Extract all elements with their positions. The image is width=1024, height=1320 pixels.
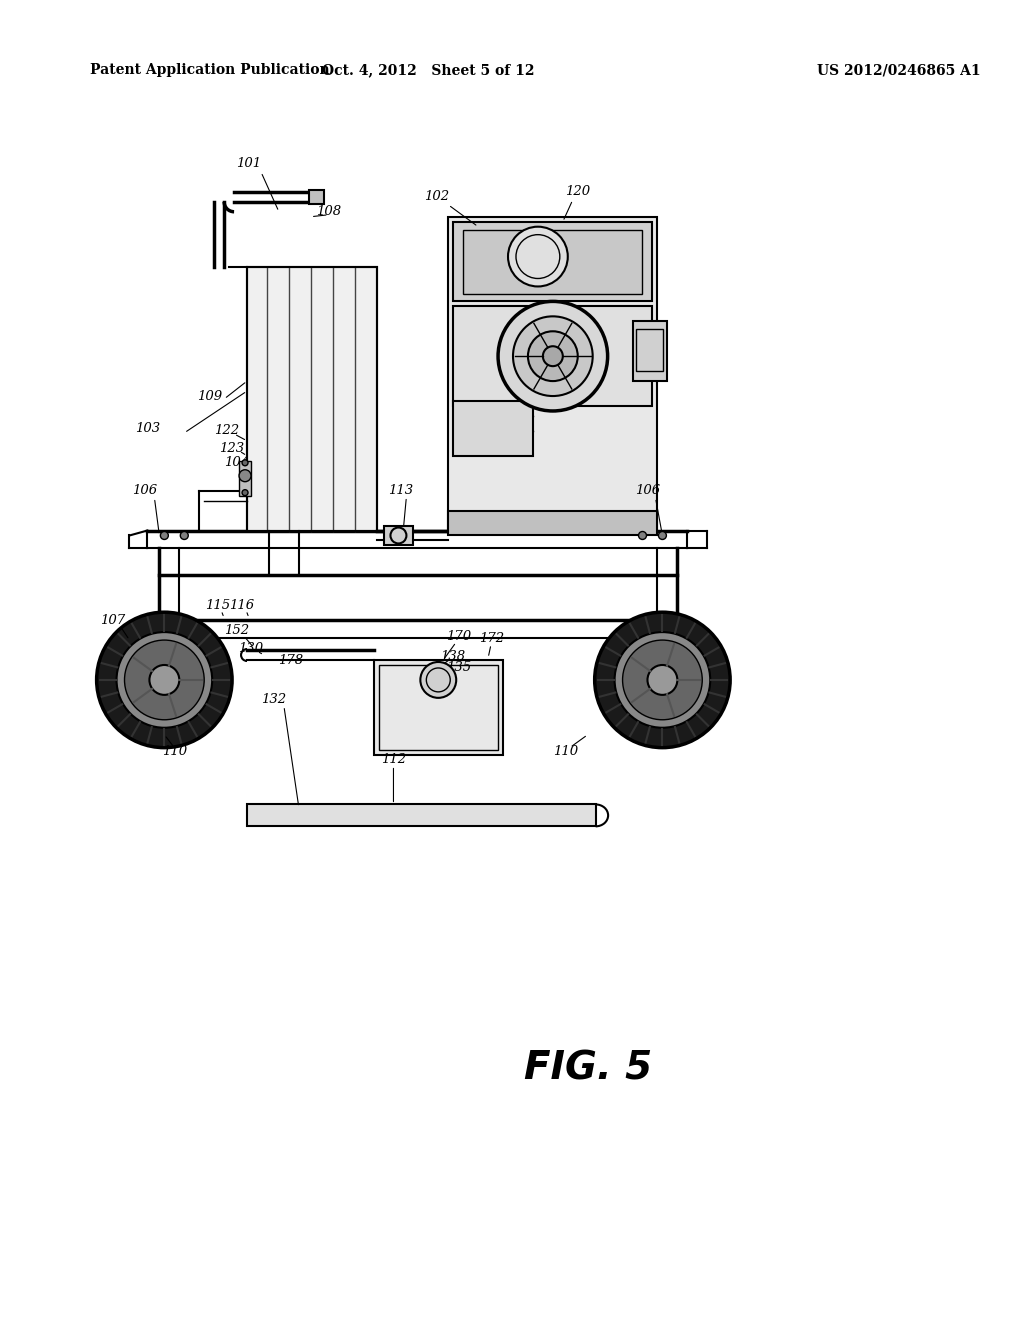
Circle shape xyxy=(161,532,168,540)
Circle shape xyxy=(508,227,567,286)
Text: 107: 107 xyxy=(100,614,125,627)
Circle shape xyxy=(513,317,593,396)
Text: 103: 103 xyxy=(135,422,160,436)
Text: 152: 152 xyxy=(224,623,250,636)
Circle shape xyxy=(614,632,711,727)
Text: 178: 178 xyxy=(279,653,303,667)
Text: 115: 115 xyxy=(205,599,229,611)
Circle shape xyxy=(623,640,702,719)
Circle shape xyxy=(242,490,248,495)
Bar xyxy=(247,267,377,531)
Circle shape xyxy=(639,532,646,540)
Text: 102: 102 xyxy=(424,190,449,203)
Bar xyxy=(454,222,652,301)
Text: 130: 130 xyxy=(239,642,263,655)
Bar xyxy=(449,511,657,536)
Bar xyxy=(309,190,324,203)
Bar xyxy=(454,306,652,407)
Text: 104: 104 xyxy=(224,457,250,470)
Bar xyxy=(636,329,664,371)
Text: 110: 110 xyxy=(162,746,187,758)
Circle shape xyxy=(180,532,188,540)
Bar xyxy=(454,401,532,455)
Bar xyxy=(463,230,642,294)
Text: 112: 112 xyxy=(381,754,407,766)
Circle shape xyxy=(421,663,457,698)
Text: 109: 109 xyxy=(197,389,222,403)
Text: FIG. 5: FIG. 5 xyxy=(523,1049,651,1088)
Text: 108: 108 xyxy=(316,205,341,218)
Circle shape xyxy=(96,612,232,747)
Text: Oct. 4, 2012   Sheet 5 of 12: Oct. 4, 2012 Sheet 5 of 12 xyxy=(323,63,535,78)
Bar xyxy=(449,216,657,531)
Circle shape xyxy=(125,640,204,719)
Circle shape xyxy=(117,632,212,727)
Text: 120: 120 xyxy=(565,185,590,198)
Circle shape xyxy=(150,665,179,694)
Bar xyxy=(379,665,498,750)
Bar xyxy=(384,525,414,545)
Circle shape xyxy=(647,665,677,694)
Text: 138: 138 xyxy=(439,649,465,663)
Text: 116: 116 xyxy=(229,599,255,611)
Bar xyxy=(633,321,668,381)
Text: 132: 132 xyxy=(261,693,287,706)
Text: 106: 106 xyxy=(635,484,660,498)
Text: Patent Application Publication: Patent Application Publication xyxy=(90,63,330,78)
Text: 106: 106 xyxy=(132,484,157,498)
Text: 135: 135 xyxy=(445,661,471,675)
Text: 110: 110 xyxy=(553,746,579,758)
Circle shape xyxy=(239,470,251,482)
Circle shape xyxy=(595,612,730,747)
Circle shape xyxy=(658,532,667,540)
Text: 123: 123 xyxy=(219,442,245,455)
Circle shape xyxy=(543,346,563,366)
Text: 101: 101 xyxy=(237,157,261,170)
Text: 122: 122 xyxy=(215,425,240,437)
Bar xyxy=(374,660,503,755)
Circle shape xyxy=(528,331,578,381)
Text: 172: 172 xyxy=(479,631,505,644)
Bar xyxy=(247,804,596,826)
Text: 113: 113 xyxy=(388,484,413,498)
Bar xyxy=(239,461,251,495)
Circle shape xyxy=(242,459,248,466)
Text: US 2012/0246865 A1: US 2012/0246865 A1 xyxy=(817,63,980,78)
Text: 170: 170 xyxy=(445,630,471,643)
Bar xyxy=(247,267,377,531)
Circle shape xyxy=(498,301,607,411)
